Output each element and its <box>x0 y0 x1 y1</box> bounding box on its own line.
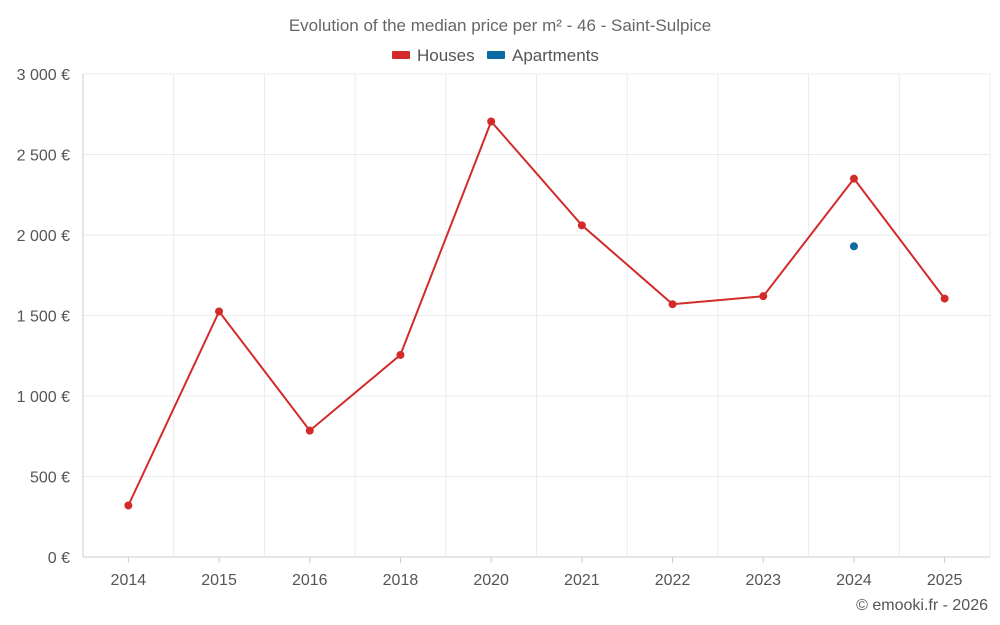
legend-label: Houses <box>417 46 475 65</box>
legend-item-apartments[interactable]: Apartments <box>487 46 599 65</box>
y-tick-label: 0 € <box>48 550 70 567</box>
x-tick-label: 2014 <box>111 572 147 589</box>
data-point-houses-2025[interactable] <box>940 294 949 303</box>
chart-title: Evolution of the median price per m² - 4… <box>289 16 711 35</box>
x-tick-label: 2016 <box>292 572 328 589</box>
x-tick-label: 2025 <box>927 572 963 589</box>
x-tick-label: 2018 <box>383 572 419 589</box>
data-point-houses-2024[interactable] <box>849 174 858 183</box>
legend-label: Apartments <box>512 46 599 65</box>
data-point-houses-2023[interactable] <box>759 292 768 301</box>
data-point-houses-2020[interactable] <box>487 117 496 126</box>
x-tick-label: 2022 <box>655 572 691 589</box>
legend-swatch <box>487 51 505 59</box>
x-tick-label: 2023 <box>745 572 781 589</box>
series-houses <box>124 117 949 510</box>
series-layer <box>124 117 949 510</box>
data-point-houses-2018[interactable] <box>396 350 405 359</box>
x-tick-label: 2015 <box>201 572 237 589</box>
legend-item-houses[interactable]: Houses <box>392 46 475 65</box>
data-point-houses-2015[interactable] <box>215 307 224 316</box>
legend: Houses Apartments <box>392 46 599 65</box>
y-tick-label: 500 € <box>30 470 70 487</box>
y-tick-label: 1 500 € <box>17 309 70 326</box>
data-point-houses-2014[interactable] <box>124 501 133 510</box>
x-tick-label: 2020 <box>473 572 509 589</box>
data-point-houses-2022[interactable] <box>668 300 677 309</box>
data-point-houses-2016[interactable] <box>305 426 314 435</box>
x-tick-label: 2024 <box>836 572 872 589</box>
credit-text: © emooki.fr - 2026 <box>856 597 988 614</box>
legend-swatch <box>392 51 410 59</box>
axes: 0 € 500 € 1 000 € 1 500 € 2 000 € 2 500 € 3 00… <box>17 67 963 589</box>
y-tick-label: 1 000 € <box>17 389 70 406</box>
series-line-houses <box>127 119 946 506</box>
gridlines <box>82 73 991 558</box>
series-apartments <box>849 242 858 251</box>
data-point-houses-2021[interactable] <box>577 221 586 230</box>
y-tick-label: 3 000 € <box>17 67 70 84</box>
y-tick-label: 2 500 € <box>17 148 70 165</box>
y-tick-label: 2 000 € <box>17 228 70 245</box>
x-tick-label: 2021 <box>564 572 600 589</box>
data-point-apartments-2024[interactable] <box>849 242 858 251</box>
